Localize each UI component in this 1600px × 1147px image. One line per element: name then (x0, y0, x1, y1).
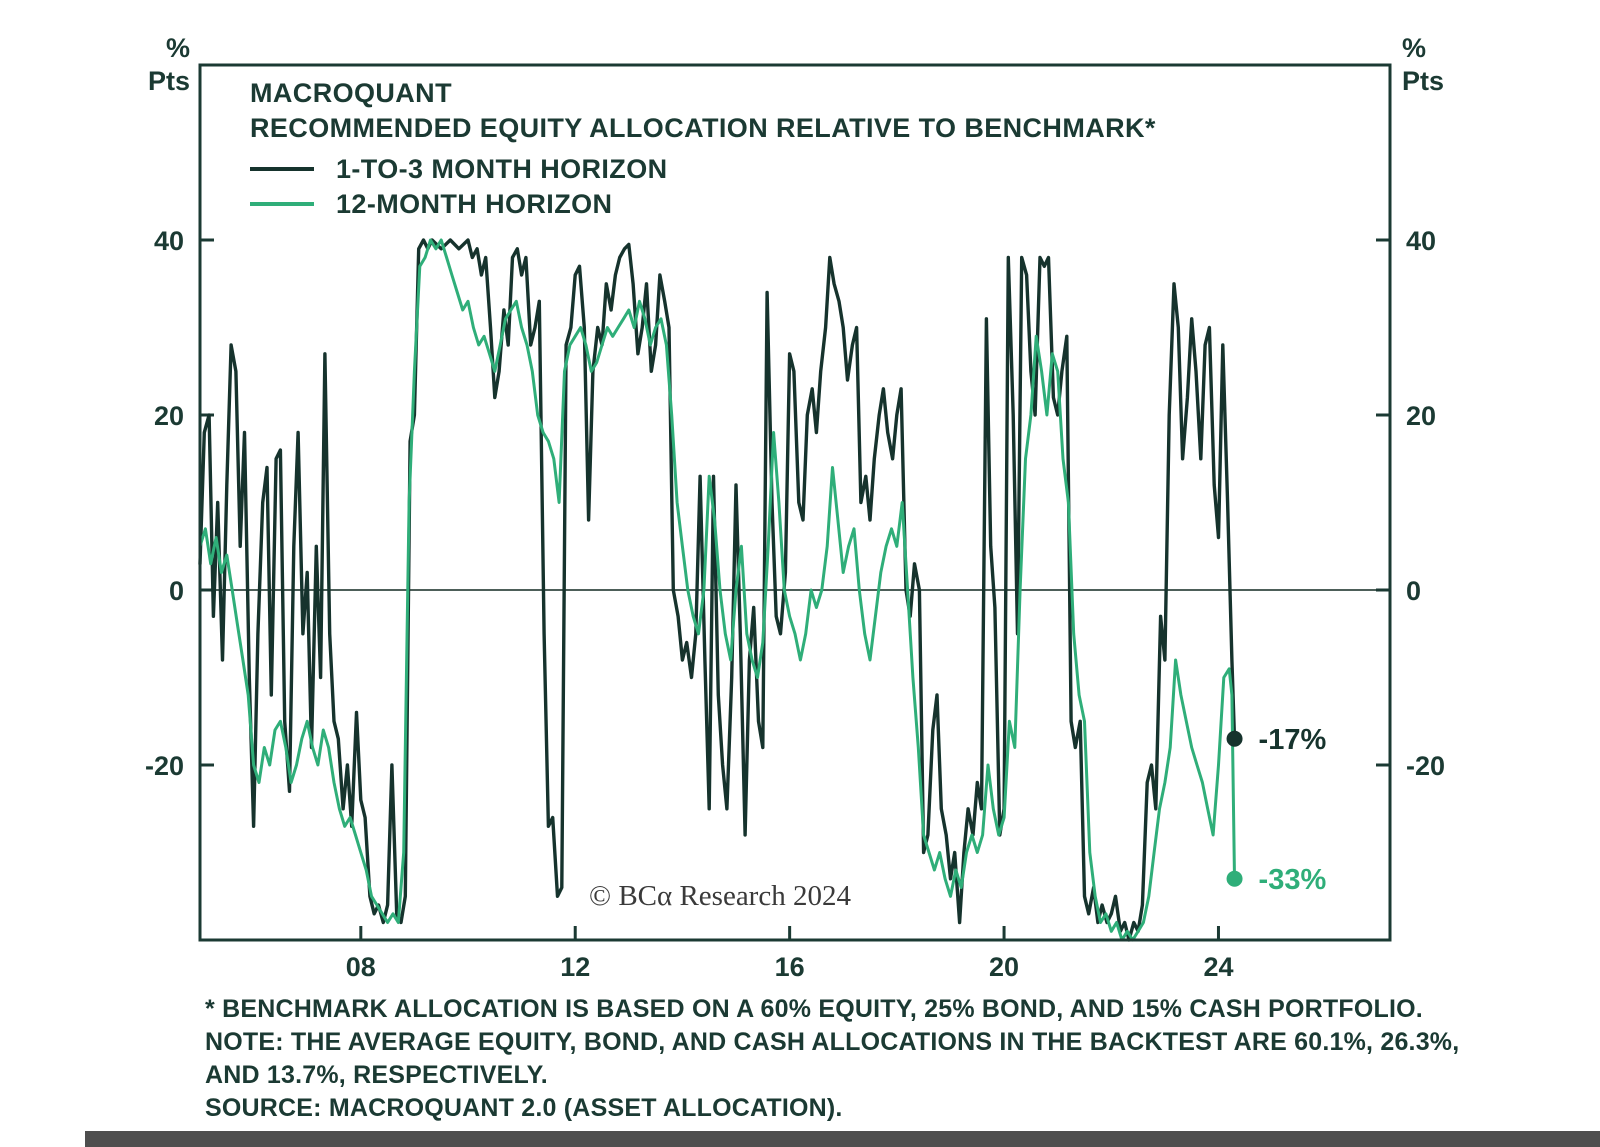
x-axis-label: 08 (346, 952, 376, 982)
x-axis-label: 12 (560, 952, 590, 982)
y-axis-label-left: 20 (154, 401, 184, 431)
y-axis-unit-right: % Pts (1402, 33, 1445, 96)
footnote-note-line1: NOTE: THE AVERAGE EQUITY, BOND, AND CASH… (205, 1028, 1460, 1056)
y-axis-label-right: 0 (1406, 576, 1421, 606)
x-axis-label: 24 (1203, 952, 1233, 982)
footnote-source: SOURCE: MACROQUANT 2.0 (ASSET ALLOCATION… (205, 1094, 843, 1122)
chart-title-line1: MACROQUANT (250, 78, 452, 108)
legend-item-1to3-month: 1-TO-3 MONTH HORIZON (250, 154, 1156, 184)
footnote-note-line2: AND 13.7%, RESPECTIVELY. (205, 1061, 548, 1089)
bottom-divider-bar (85, 1131, 1600, 1147)
y-axis-label-left: 40 (154, 226, 184, 256)
legend-item-12-month: 12-MONTH HORIZON (250, 189, 1156, 219)
end-label-12-month: -33% (1259, 864, 1327, 896)
chart-header: MACROQUANT RECOMMENDED EQUITY ALLOCATION… (250, 76, 1156, 219)
chart-title-line2: RECOMMENDED EQUITY ALLOCATION RELATIVE T… (250, 113, 1156, 143)
series-line-12-month (198, 238, 1236, 942)
footnotes: * BENCHMARK ALLOCATION IS BASED ON A 60%… (205, 993, 1459, 1125)
end-label-1to3-month: -17% (1259, 724, 1327, 756)
legend-line-1to3-month-icon (250, 167, 314, 171)
end-dot-1to3-month (1226, 730, 1243, 747)
end-dot-12-month (1226, 870, 1243, 887)
x-axis-label: 16 (775, 952, 805, 982)
legend-label-12-month: 12-MONTH HORIZON (336, 188, 613, 219)
legend-label-1to3-month: 1-TO-3 MONTH HORIZON (336, 153, 668, 184)
y-axis-label-right: 40 (1406, 226, 1436, 256)
y-axis-label-left: 0 (169, 576, 184, 606)
series-line-1to3-month (198, 238, 1237, 942)
y-axis-label-left: -20 (145, 751, 184, 781)
y-axis-label-right: -20 (1406, 751, 1445, 781)
chart-canvas: 40 40 20 20 0 0 -20 -20 08 12 16 20 24 -17% -33% (145, 63, 1445, 982)
x-axis-label: 20 (989, 952, 1019, 982)
y-axis-label-right: 20 (1406, 401, 1436, 431)
plot-frame (198, 63, 1392, 942)
y-axis-unit-left: % Pts (147, 33, 190, 96)
legend-line-12-month-icon (250, 202, 314, 206)
watermark: © BCα Research 2024 (589, 880, 851, 912)
footnote-benchmark: * BENCHMARK ALLOCATION IS BASED ON A 60%… (205, 995, 1423, 1023)
